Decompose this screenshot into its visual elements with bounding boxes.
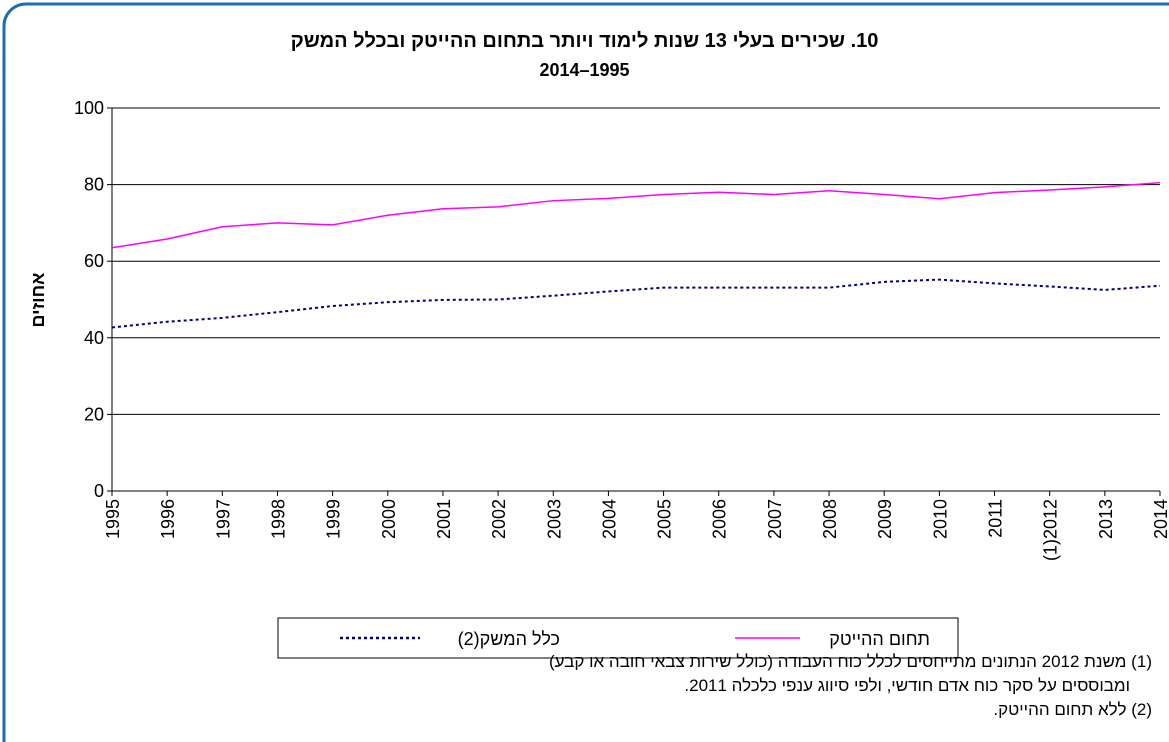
footnote: ומבוססים על סקר כוח אדם חודשי, ולפי סיוו…	[684, 676, 1130, 695]
x-tick-label: 2008	[820, 499, 840, 539]
x-tick-label: 2006	[710, 499, 730, 539]
footnote: (2) ללא תחום ההייטק.	[993, 700, 1152, 719]
x-tick-label: 1999	[324, 499, 344, 539]
series-line	[111, 181, 1161, 249]
x-tick-label: (1)2012	[1041, 499, 1061, 561]
x-tick-label: 2014	[1151, 499, 1169, 539]
y-tick-label: 60	[84, 251, 104, 271]
legend-label: תחום ההייטק	[829, 629, 930, 649]
chart-subtitle: 1995–2014	[539, 60, 630, 80]
y-axis-label: אחוזים	[28, 273, 48, 328]
x-tick-label: 2010	[930, 499, 950, 539]
x-tick-label: 1995	[103, 499, 123, 539]
series-line	[111, 278, 1161, 329]
x-tick-label: 2001	[434, 499, 454, 539]
x-tick-label: 1997	[213, 499, 233, 539]
legend-label: כלל המשק(2)	[458, 629, 560, 649]
legend-box	[277, 617, 959, 659]
y-tick-label: 20	[84, 404, 104, 424]
x-tick-label: 1998	[268, 499, 288, 539]
notes: (1) משנת 2012 הנתונים מתייחסים לכלל כוח …	[0, 650, 1152, 722]
x-tick-label: 2002	[489, 499, 509, 539]
y-tick-label: 0	[94, 481, 104, 501]
y-tick-label: 40	[84, 328, 104, 348]
x-tick-label: 2009	[875, 499, 895, 539]
x-tick-label: 2000	[379, 499, 399, 539]
x-tick-label: 2005	[655, 499, 675, 539]
x-tick-label: 2003	[544, 499, 564, 539]
x-tick-label: 2007	[765, 499, 785, 539]
y-tick-label: 80	[84, 175, 104, 195]
x-tick-label: 2011	[986, 499, 1006, 538]
chart-title: 10. שכירים בעלי 13 שנות לימוד ויותר בתחו…	[290, 30, 879, 52]
x-tick-label: 2013	[1096, 499, 1116, 539]
x-tick-label: 1996	[158, 499, 178, 539]
x-tick-label: 2004	[599, 499, 619, 539]
footnote: (1) משנת 2012 הנתונים מתייחסים לכלל כוח …	[548, 652, 1152, 671]
y-tick-label: 100	[74, 98, 104, 118]
